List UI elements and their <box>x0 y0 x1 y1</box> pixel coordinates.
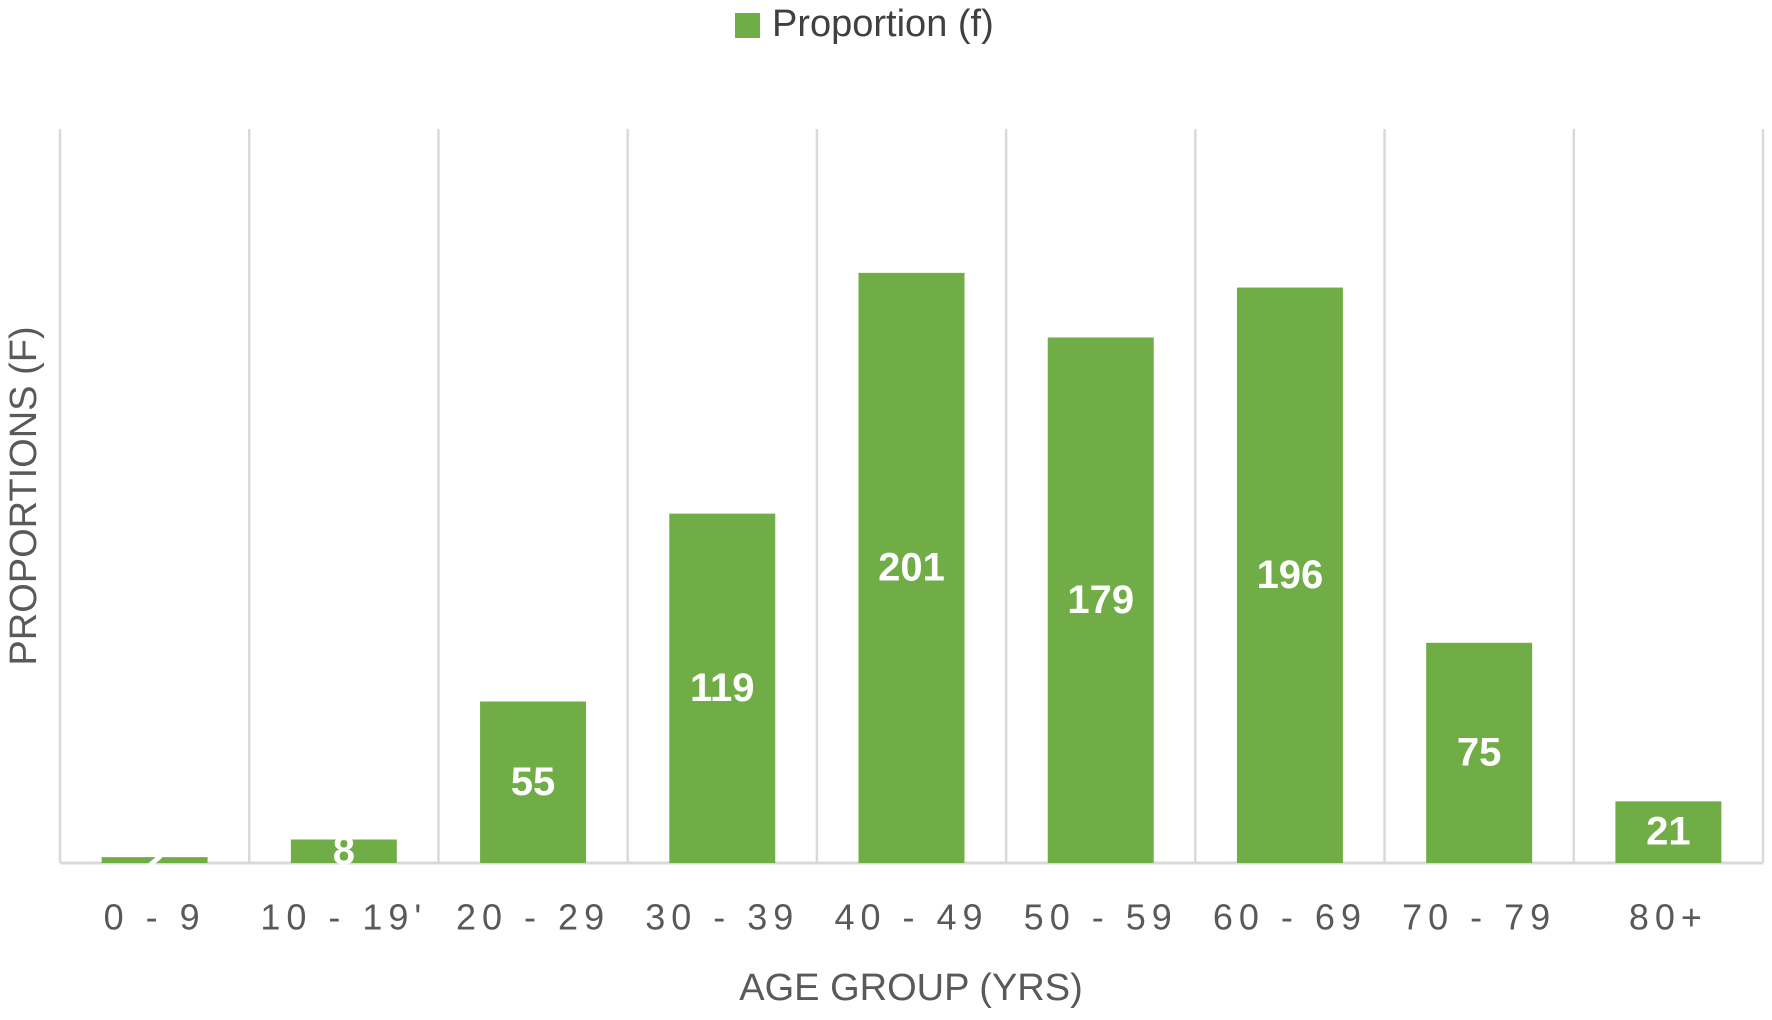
value-label: 201 <box>878 545 945 589</box>
x-tick-label: 20 - 29 <box>456 897 610 938</box>
value-label: 21 <box>1646 810 1691 854</box>
bar <box>290 839 397 863</box>
x-tick-label: 40 - 49 <box>834 897 988 938</box>
x-tick-label: 80+ <box>1629 897 1708 938</box>
x-axis-title: AGE GROUP (YRS) <box>739 967 1082 1009</box>
value-label: 55 <box>511 760 556 804</box>
legend-label: Proportion (f) <box>772 3 994 45</box>
bar <box>669 513 776 863</box>
value-label: 196 <box>1257 553 1324 597</box>
x-tick-label: 70 - 79 <box>1402 897 1556 938</box>
value-label: 179 <box>1067 578 1134 622</box>
bar <box>480 701 587 863</box>
bar <box>1615 801 1722 863</box>
x-tick-label: 50 - 59 <box>1024 897 1178 938</box>
x-tick-label: 10 - 19' <box>260 897 427 938</box>
value-label: 2 <box>143 838 165 882</box>
bar <box>101 857 208 863</box>
x-tick-label: 30 - 39 <box>645 897 799 938</box>
bar <box>1236 287 1343 863</box>
y-axis-title: PROPORTIONS (F) <box>3 326 45 665</box>
bar <box>858 272 965 863</box>
value-label: 8 <box>333 829 355 873</box>
x-tick-label: 0 - 9 <box>104 897 206 938</box>
x-tick-label: 60 - 69 <box>1213 897 1367 938</box>
bar <box>1047 337 1154 863</box>
legend-swatch <box>735 13 760 38</box>
value-label: 75 <box>1457 730 1502 774</box>
value-label: 119 <box>690 666 755 710</box>
bar <box>1426 642 1533 863</box>
